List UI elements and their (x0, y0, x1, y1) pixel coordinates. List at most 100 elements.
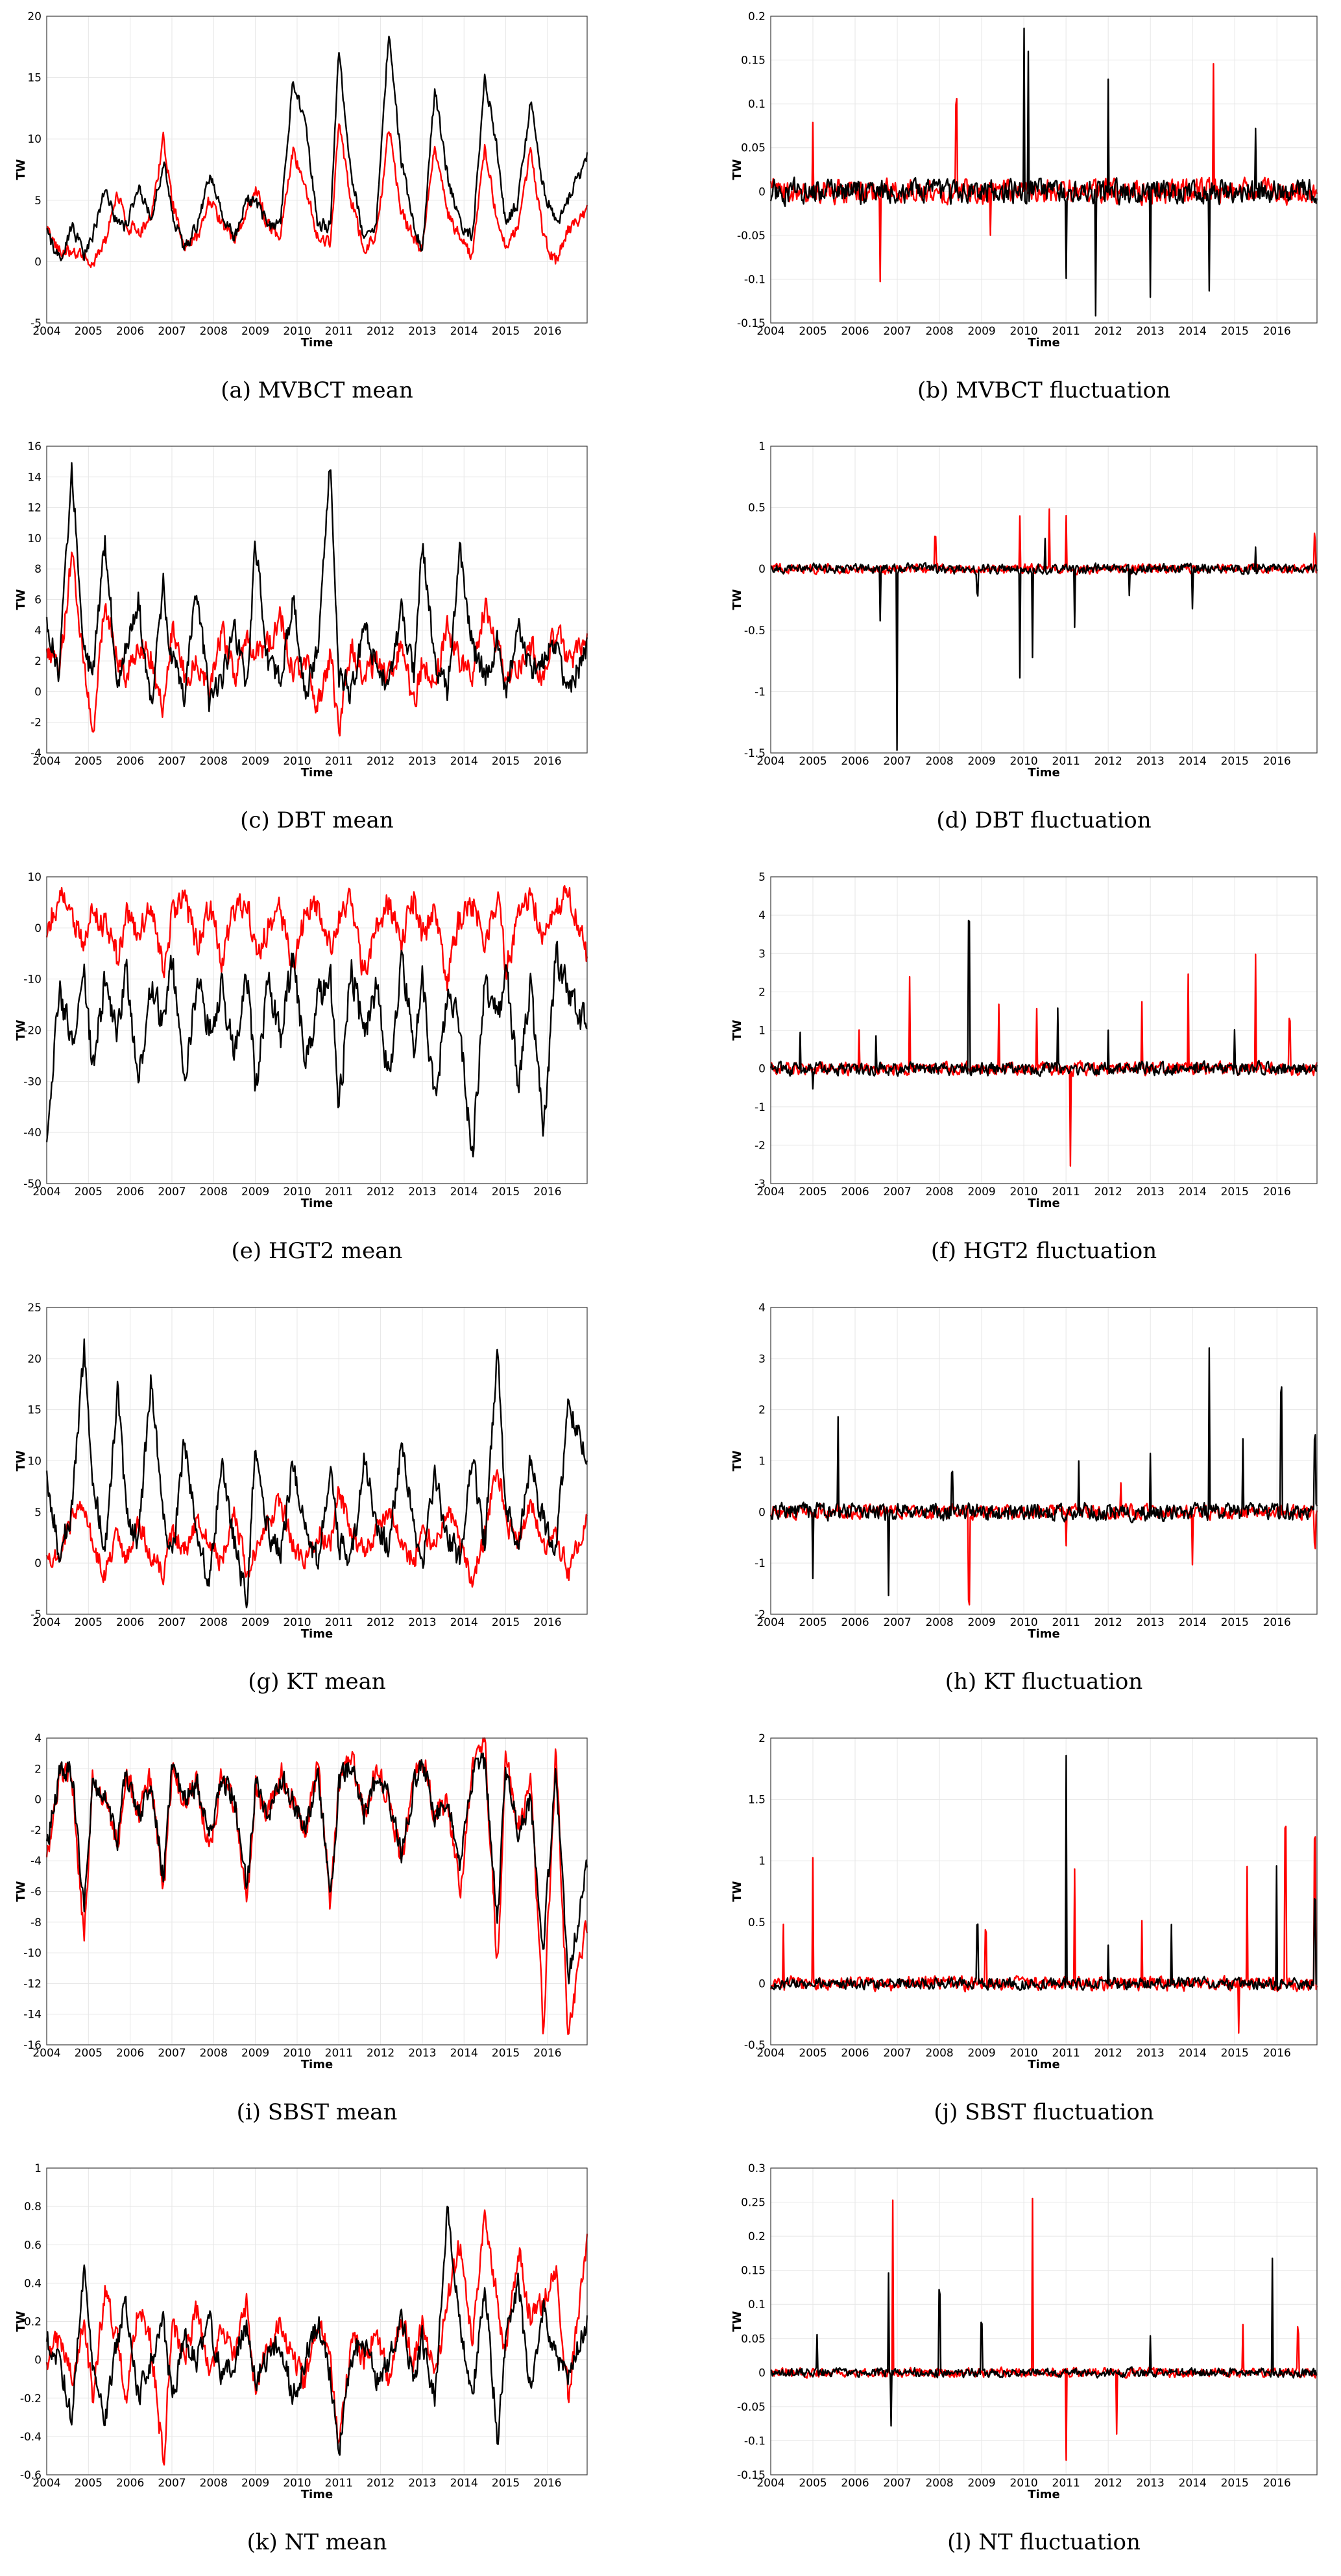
y-tick-label: 2 (758, 1404, 766, 1417)
panel-caption: (j) SBST fluctuation (934, 2099, 1154, 2125)
x-tick-label: 2014 (1179, 755, 1207, 768)
y-axis-label: TW (731, 589, 744, 610)
x-tick-label: 2006 (116, 1186, 144, 1199)
y-tick-label: 2 (34, 655, 42, 668)
x-tick-label: 2015 (1221, 2047, 1249, 2060)
x-tick-label: 2012 (367, 755, 394, 768)
panel-caption: (i) SBST mean (237, 2099, 398, 2125)
x-tick-label: 2005 (799, 2047, 827, 2060)
panel-caption: (c) DBT mean (240, 807, 394, 833)
y-tick-label: 8 (34, 563, 42, 576)
x-tick-label: 2011 (1052, 325, 1080, 338)
x-tick-label: 2014 (450, 2477, 478, 2490)
x-tick-label: 2008 (925, 1616, 953, 1629)
y-tick-label: -4 (30, 747, 42, 760)
x-tick-label: 2015 (492, 1616, 520, 1629)
y-tick-label: 0.6 (24, 2239, 42, 2252)
x-tick-label: 2004 (32, 2047, 60, 2060)
plot-frame (46, 876, 588, 1184)
x-tick-label: 2005 (75, 1186, 103, 1199)
y-tick-label: 0 (34, 2354, 42, 2367)
y-axis-label: TW (14, 589, 28, 610)
x-tick-label: 2009 (241, 2477, 269, 2490)
x-tick-label: 2005 (75, 2477, 103, 2490)
x-tick-label: 2013 (1137, 2047, 1165, 2060)
y-tick-label: -2 (30, 717, 42, 730)
x-tick-label: 2013 (1137, 325, 1165, 338)
y-tick-label: 1 (758, 1025, 766, 1038)
x-tick-label: 2006 (116, 325, 144, 338)
panel-caption: (e) HGT2 mean (232, 1238, 403, 1264)
x-tick-label: 2008 (200, 2477, 228, 2490)
x-tick-label: 2004 (32, 1616, 60, 1629)
chart-c: 2004 2005 2006 2007 2008 2009 2010 2011 2012 2013… (14, 440, 588, 833)
y-tick-label: -12 (23, 1977, 42, 1990)
y-tick-label: -0.05 (737, 230, 766, 243)
x-tick-label: 2016 (533, 755, 561, 768)
y-tick-label: 10 (27, 133, 42, 146)
x-tick-label: 2015 (492, 755, 520, 768)
x-tick-label: 2014 (1179, 325, 1207, 338)
x-tick-label: 2011 (325, 1186, 353, 1199)
x-tick-label: 2006 (116, 755, 144, 768)
series-line-red (45, 1737, 588, 2036)
y-tick-label: 4 (758, 909, 766, 922)
x-tick-label: 2008 (200, 325, 228, 338)
y-tick-label: -10 (23, 973, 42, 986)
x-tick-label: 2006 (841, 1186, 869, 1199)
chart-d: 2004 2005 2006 2007 2008 2009 2010 2011 2012 2013… (731, 440, 1318, 833)
x-tick-label: 2010 (1009, 2477, 1037, 2490)
y-tick-label: -0.2 (20, 2392, 42, 2405)
panel-caption: (h) KT fluctuation (945, 1669, 1142, 1695)
y-tick-label: 10 (27, 532, 42, 545)
x-tick-label: 2011 (325, 2047, 353, 2060)
x-tick-label: 2005 (75, 1616, 103, 1629)
y-tick-label: 1 (758, 440, 766, 453)
x-tick-label: 2012 (367, 2477, 394, 2490)
x-tick-label: 2014 (450, 325, 478, 338)
plot-frame (46, 16, 588, 324)
y-tick-label: 0.5 (748, 502, 766, 515)
x-tick-label: 2015 (492, 325, 520, 338)
plot-frame (46, 2167, 588, 2475)
series-line-black (45, 940, 588, 1158)
x-tick-label: 2007 (883, 1616, 911, 1629)
y-tick-label: 0.1 (748, 98, 766, 111)
y-tick-label: -1 (755, 1557, 766, 1570)
y-axis-label: TW (731, 159, 744, 180)
series-line-black (770, 538, 1318, 752)
y-tick-label: 20 (27, 1353, 42, 1366)
x-tick-label: 2009 (241, 1616, 269, 1629)
y-tick-label: 16 (27, 440, 42, 453)
series-line-red (45, 885, 588, 992)
y-tick-label: 0.1 (748, 2298, 766, 2311)
x-tick-label: 2016 (1263, 325, 1291, 338)
y-tick-label: -5 (30, 317, 42, 330)
y-tick-label: -0.1 (744, 273, 766, 286)
x-tick-label: 2015 (1221, 755, 1249, 768)
y-tick-label: 0 (34, 256, 42, 268)
chart-k: 2004 2005 2006 2007 2008 2009 2010 2011 2012 2013… (14, 2162, 588, 2555)
plot-frame (770, 16, 1318, 324)
x-tick-label: 2016 (1263, 2477, 1291, 2490)
x-tick-label: 2013 (1137, 1616, 1165, 1629)
y-axis-label: TW (14, 2311, 28, 2332)
y-tick-label: 10 (27, 871, 42, 884)
y-tick-label: 0.05 (741, 142, 766, 155)
chart-b: 2004 2005 2006 2007 2008 2009 2010 2011 2012 2013… (731, 10, 1318, 403)
y-tick-label: 0.15 (741, 2265, 766, 2278)
x-tick-label: 2010 (283, 325, 311, 338)
x-axis-label: Time (1028, 1197, 1059, 1210)
y-tick-label: 1 (34, 2162, 42, 2175)
y-tick-label: 0 (758, 1063, 766, 1076)
x-tick-label: 2004 (32, 755, 60, 768)
x-axis-label: Time (1028, 2058, 1059, 2071)
x-tick-label: 2005 (75, 2047, 103, 2060)
plot-frame (46, 1307, 588, 1615)
x-tick-label: 2006 (116, 2047, 144, 2060)
y-tick-label: -16 (23, 2039, 42, 2052)
y-tick-label: -40 (23, 1127, 42, 1139)
x-tick-label: 2004 (756, 1186, 784, 1199)
y-tick-label: -0.05 (737, 2401, 766, 2414)
y-tick-label: 2 (758, 1732, 766, 1745)
